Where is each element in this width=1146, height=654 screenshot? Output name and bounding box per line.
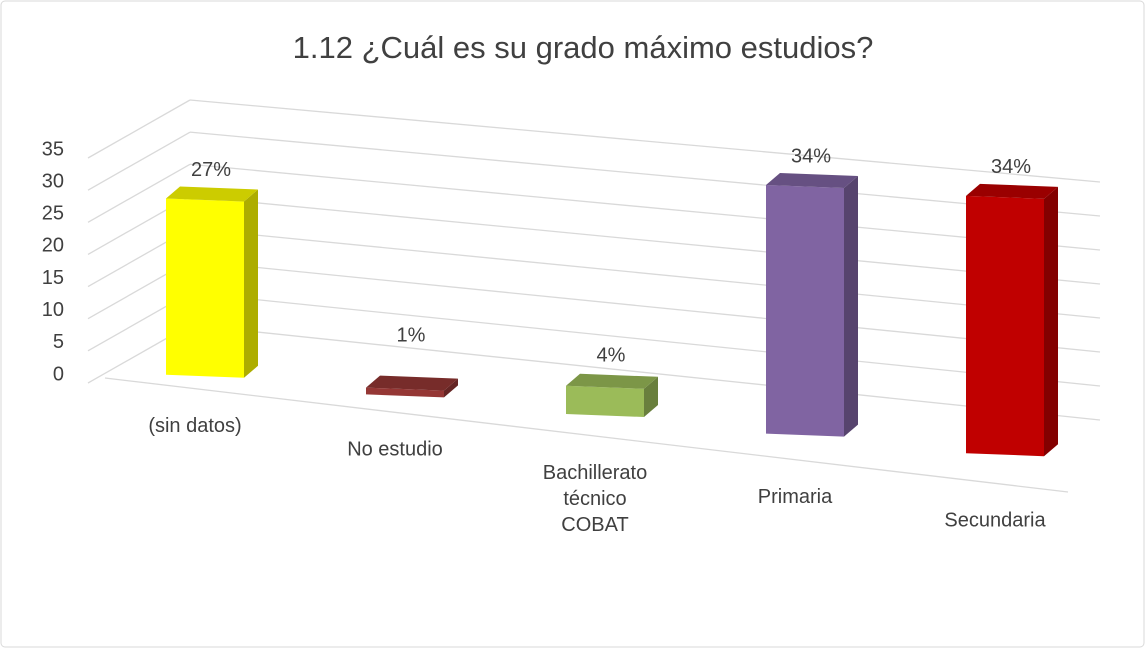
y-tick	[87, 163, 191, 223]
x-tick-label: Primaria	[758, 486, 833, 508]
bar	[966, 183, 1058, 457]
y-tick-label: 35	[42, 138, 64, 160]
grid-line	[189, 99, 1101, 183]
x-tick-label: Secundaria	[944, 509, 1046, 531]
y-tick-label: 20	[42, 235, 64, 257]
grid-line	[189, 227, 1101, 319]
chart-title: 1.12 ¿Cuál es su grado máximo estudios?	[293, 30, 874, 65]
data-label: 27%	[191, 159, 231, 181]
x-tick-label: Bachillerato técnico COBAT	[543, 462, 648, 536]
bar	[166, 186, 258, 378]
x-tick-label: No estudio	[347, 439, 443, 461]
y-tick-label: 5	[53, 331, 64, 353]
grid-line	[189, 195, 1101, 285]
data-label: 34%	[791, 145, 831, 167]
y-tick	[87, 99, 191, 159]
bar	[766, 173, 858, 437]
x-tick-label: (sin datos)	[148, 415, 241, 437]
grid-line	[189, 324, 1101, 421]
y-tick-label: 0	[53, 363, 64, 385]
data-label: 1%	[397, 325, 426, 347]
data-label: 4%	[597, 344, 626, 366]
grid-line	[189, 260, 1101, 353]
y-tick-label: 30	[42, 170, 64, 192]
grid-line	[189, 163, 1101, 251]
y-tick-label: 15	[42, 267, 64, 289]
grid-line	[189, 292, 1101, 387]
y-tick	[87, 131, 191, 191]
bar	[566, 373, 658, 417]
bar	[366, 375, 458, 398]
floor-line	[104, 377, 1069, 493]
data-label: 34%	[991, 156, 1031, 178]
y-tick-label: 25	[42, 203, 64, 225]
grid-line	[189, 131, 1101, 217]
y-tick-label: 10	[42, 299, 64, 321]
